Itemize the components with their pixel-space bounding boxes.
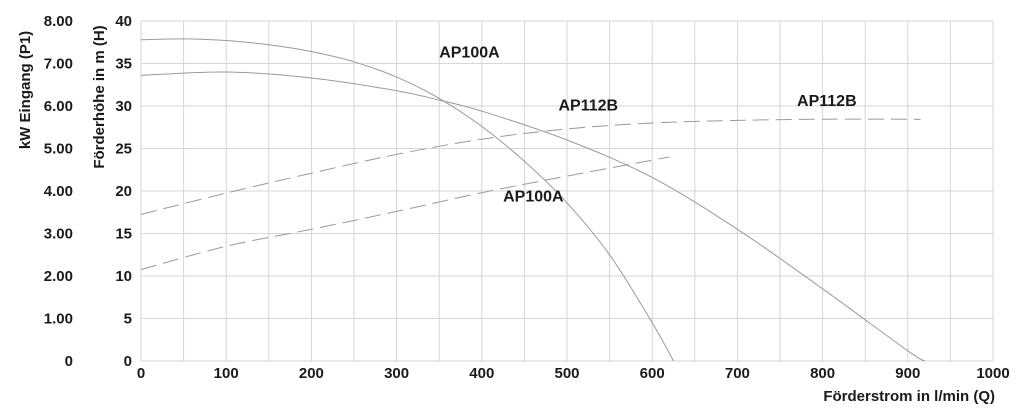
series-line-ap100a-power <box>140 156 670 271</box>
y-head-tick-label: 30 <box>115 98 132 115</box>
x-tick-label: 800 <box>810 365 835 382</box>
x-axis-title: Förderstrom in l/min (Q) <box>823 388 995 405</box>
x-tick-label: 300 <box>384 365 409 382</box>
x-tick-label: 100 <box>214 365 239 382</box>
series-layer <box>140 38 926 362</box>
x-tick-label: 900 <box>895 365 920 382</box>
axes-layer: 0 100 200 300 400 500 600 700 800 900 100005101520… <box>44 13 1010 382</box>
series-label-ap100a: AP100A <box>503 189 564 206</box>
x-tick-label: 700 <box>725 365 750 382</box>
series-line-ap112b-power <box>140 118 921 215</box>
x-tick-label: 1000 <box>976 365 1009 382</box>
y-power-tick-label: 2.00 <box>44 268 73 285</box>
y-axis-title-head: Förderhöhe in m (H) <box>91 25 108 168</box>
series-labels: AP100A AP112B AP112B AP100A <box>439 45 856 206</box>
y-power-tick-label: 4.00 <box>44 183 73 200</box>
series-line-ap100a-head <box>140 38 674 362</box>
x-tick-label: 400 <box>469 365 494 382</box>
series-label-ap112b: AP112B <box>558 97 618 114</box>
y-power-tick-label: 3.00 <box>44 226 73 243</box>
y-head-tick-label: 35 <box>115 56 132 73</box>
series-label-ap112b: AP112B <box>797 93 857 110</box>
x-tick-label: 200 <box>299 365 324 382</box>
y-axis-title-power: kW Eingang (P1) <box>17 31 34 149</box>
y-power-tick-label: 5.00 <box>44 141 73 158</box>
y-power-tick-label: 8.00 <box>44 13 73 30</box>
y-head-tick-label: 0 <box>124 353 132 370</box>
y-head-tick-label: 20 <box>115 183 132 200</box>
series-line-ap112b-head <box>140 71 926 362</box>
series-label-ap100a: AP100A <box>439 45 500 62</box>
x-tick-label: 500 <box>554 365 579 382</box>
y-head-tick-label: 10 <box>115 268 132 285</box>
y-power-tick-label: 1.00 <box>44 311 73 328</box>
x-tick-label: 600 <box>640 365 665 382</box>
y-head-tick-label: 40 <box>115 13 132 30</box>
y-power-tick-label: 6.00 <box>44 98 73 115</box>
grid-layer <box>140 20 994 362</box>
y-power-tick-label: 0 <box>65 353 73 370</box>
x-tick-label: 0 <box>137 365 145 382</box>
y-power-tick-label: 7.00 <box>44 56 73 73</box>
y-head-tick-label: 5 <box>124 311 132 328</box>
y-head-tick-label: 15 <box>115 226 132 243</box>
y-head-tick-label: 25 <box>115 141 132 158</box>
